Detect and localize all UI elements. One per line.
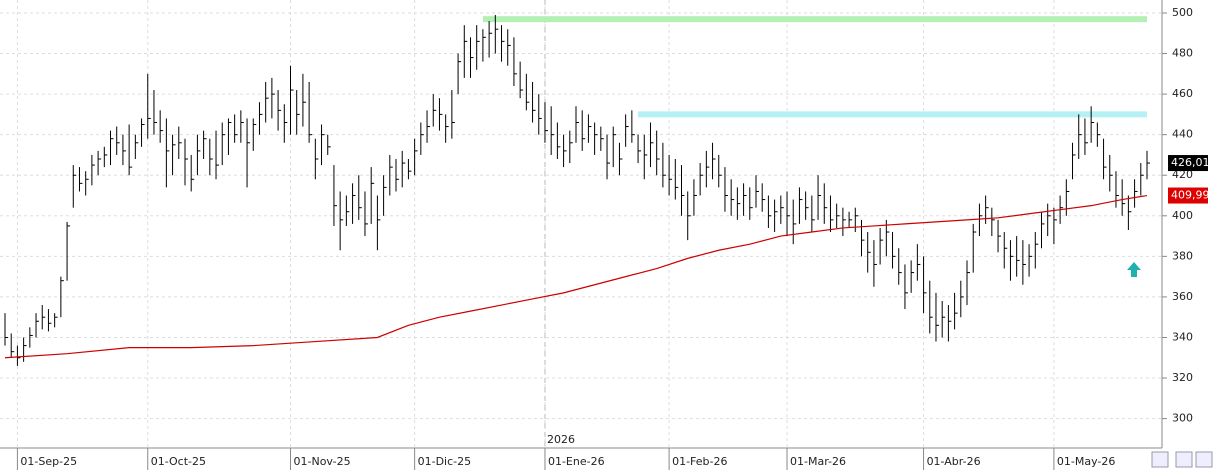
x-tick-label: 01-May-26 [1057,455,1115,468]
y-tick-label: 420 [1172,168,1193,181]
x-tick-label: 01-Mar-26 [790,455,846,468]
expand-button[interactable] [1195,451,1213,468]
signal-arrow [1127,262,1141,277]
scroll-button[interactable] [1151,451,1169,468]
moving-average [4,194,1148,359]
y-tick-label: 320 [1172,371,1193,384]
y-tick-label: 440 [1172,128,1193,141]
x-tick-label: 01-Feb-26 [672,455,727,468]
x-tick-label: 01-Dic-25 [418,455,472,468]
y-tick-label: 300 [1172,412,1193,425]
ma-last-label: 409,99 [1171,189,1210,202]
y-tick-label: 340 [1172,330,1193,343]
y-tick-label: 360 [1172,290,1193,303]
x-tick-label: 01-Oct-25 [151,455,206,468]
year-label: 2026 [547,433,575,446]
x-tick-label: 01-Ene-26 [548,455,605,468]
y-tick-label: 500 [1172,6,1193,19]
x-tick-label: 01-Sep-25 [20,455,77,468]
y-tick-label: 460 [1172,87,1193,100]
x-tick-label: 01-Nov-25 [294,455,351,468]
last-price-box [1168,155,1208,172]
last-price-label: 426,01 [1171,156,1210,169]
y-tick-label: 480 [1172,47,1193,60]
y-tick-label: 400 [1172,209,1193,222]
save-button[interactable] [1175,451,1193,468]
y-tick-label: 380 [1172,249,1193,262]
x-tick-label: 01-Abr-26 [927,455,981,468]
ma-last-box [1168,187,1208,204]
